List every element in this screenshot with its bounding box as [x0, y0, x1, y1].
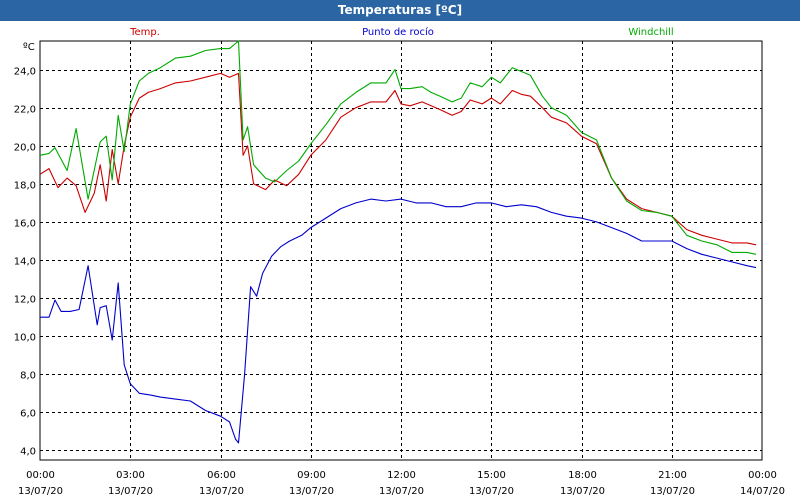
x-tick-date: 13/07/20 [560, 486, 605, 497]
y-tick-label: 22,0 [14, 105, 36, 116]
x-tick-time: 18:00 [568, 470, 597, 481]
x-tick-time: 06:00 [207, 470, 236, 481]
plot-frame [39, 40, 763, 461]
y-tick-label: 6,0 [20, 409, 36, 420]
y-axis-unit: ºC [23, 42, 35, 53]
y-tick-label: 20,0 [14, 143, 36, 154]
x-tick-date: 13/07/20 [650, 486, 695, 497]
series-line-3 [39, 40, 757, 255]
grid [40, 41, 762, 460]
y-tick-label: 12,0 [14, 295, 36, 306]
x-tick-date: 13/07/20 [108, 486, 153, 497]
x-tick-date: 13/07/20 [379, 486, 424, 497]
x-tick-time: 12:00 [387, 470, 416, 481]
y-tick-label: 10,0 [14, 333, 36, 344]
x-tick-time: 09:00 [297, 470, 326, 481]
y-tick-label: 4,0 [20, 447, 36, 458]
x-tick-time: 15:00 [477, 470, 506, 481]
y-tick-label: 14,0 [14, 257, 36, 268]
x-tick-date: 13/07/20 [199, 486, 244, 497]
series-line-1 [39, 72, 757, 246]
y-tick-label: 18,0 [14, 181, 36, 192]
legend-entry-3: Windchill [628, 27, 673, 38]
x-tick-time: 03:00 [116, 470, 145, 481]
x-tick-date: 14/07/20 [740, 486, 785, 497]
x-tick-date: 13/07/20 [18, 486, 63, 497]
chart-title: Temperaturas [ºC] [0, 0, 800, 21]
y-tick-label: 24,0 [14, 67, 36, 78]
x-tick-date: 13/07/20 [289, 486, 334, 497]
axes [39, 40, 763, 461]
series-lines [39, 40, 757, 444]
x-tick-time: 00:00 [748, 470, 777, 481]
legend-entry-2: Punto de rocío [362, 26, 434, 38]
series-line-2 [40, 198, 757, 444]
legend-entry-1: Temp. [129, 27, 160, 38]
x-tick-date: 13/07/20 [469, 486, 514, 497]
labels: 4,0 6,0 8,0 10,0 12,0 14,0 16,0 18,0 20,0 22,0 24,… [14, 26, 785, 497]
y-tick-label: 8,0 [20, 371, 36, 382]
x-tick-time: 21:00 [658, 470, 687, 481]
y-tick-label: 16,0 [14, 219, 36, 230]
x-tick-time: 00:00 [26, 470, 55, 481]
